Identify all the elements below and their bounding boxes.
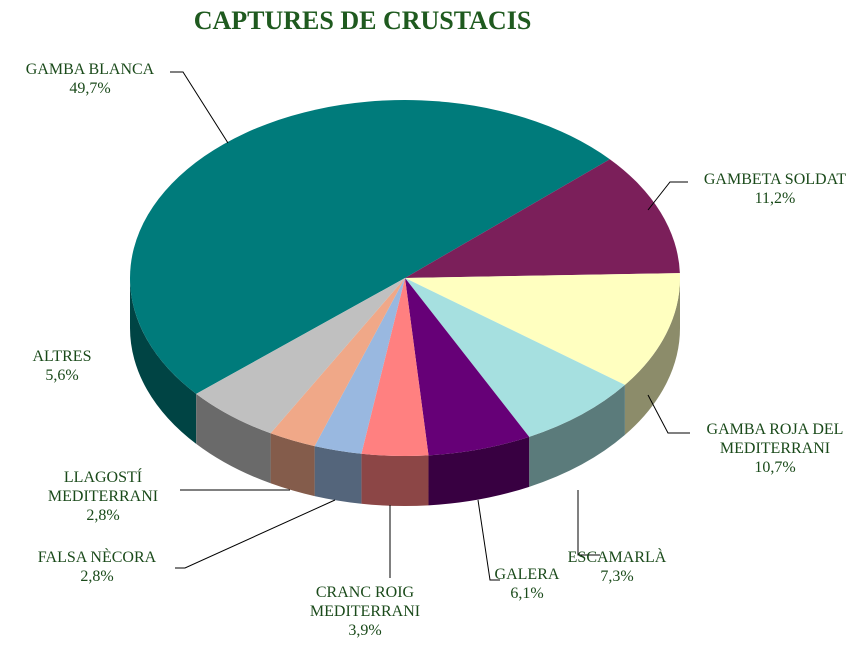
chart-title: CAPTURES DE CRUSTACIS <box>193 6 532 35</box>
leader-line <box>175 499 336 569</box>
value-label: 2,8% <box>86 507 120 524</box>
category-name: ALTRES <box>32 348 92 365</box>
slice <box>196 278 405 434</box>
slice <box>361 278 429 456</box>
category-name: LLAGOSTÍ MEDITERRANI <box>47 469 159 505</box>
slice <box>130 100 610 394</box>
leader-line <box>477 499 500 581</box>
value-label: 2,8% <box>80 568 114 585</box>
slice-side <box>196 393 271 484</box>
value-label: 7,3% <box>600 568 634 585</box>
slice-label: FALSA NÈCORA 2,8% <box>12 548 182 586</box>
slice-label: GAMBA ROJA DEL MEDITERRANI 10,7% <box>700 420 850 477</box>
slice-label: ALTRES 5,6% <box>12 347 112 385</box>
slice-label: ESCAMARLÀ 7,3% <box>547 548 687 586</box>
slice-label: LLAGOSTÍ MEDITERRANI 2,8% <box>28 468 178 525</box>
category-name: GAMBA BLANCA <box>25 61 155 78</box>
slice-side <box>270 433 315 497</box>
slice <box>314 278 405 454</box>
slice <box>270 278 405 447</box>
value-label: 3,9% <box>348 622 382 639</box>
slice <box>405 273 680 385</box>
slice-label: GALERA 6,1% <box>477 565 577 603</box>
slice-side <box>624 278 680 435</box>
category-name: GALERA <box>494 566 560 583</box>
value-label: 5,6% <box>45 367 79 384</box>
slice-label: GAMBETA SOLDAT 11,2% <box>675 170 867 208</box>
slice-side <box>361 453 429 507</box>
category-name: FALSA NÈCORA <box>37 549 157 566</box>
slice-side <box>529 384 625 487</box>
value-label: 6,1% <box>510 585 544 602</box>
leader-line <box>647 181 688 211</box>
slice-side <box>314 446 362 504</box>
slice-label: CRANC ROIG MEDITERRANI 3,9% <box>295 583 435 640</box>
leader-line <box>647 394 690 434</box>
value-label: 10,7% <box>754 459 796 476</box>
leader-line <box>577 490 600 556</box>
slice-side <box>428 436 530 506</box>
value-label: 11,2% <box>754 190 796 207</box>
category-name: CRANC ROIG MEDITERRANI <box>309 584 421 620</box>
category-name: GAMBA ROJA DEL MEDITERRANI <box>706 421 844 457</box>
category-name: ESCAMARLÀ <box>567 549 667 566</box>
slice <box>405 278 625 437</box>
slice <box>405 159 680 278</box>
value-label: 49,7% <box>69 80 111 97</box>
category-name: GAMBETA SOLDAT <box>703 171 847 188</box>
slice-side <box>130 278 197 444</box>
leader-line <box>170 71 229 144</box>
slice <box>405 278 530 456</box>
slice-label: GAMBA BLANCA 49,7% <box>0 60 190 98</box>
